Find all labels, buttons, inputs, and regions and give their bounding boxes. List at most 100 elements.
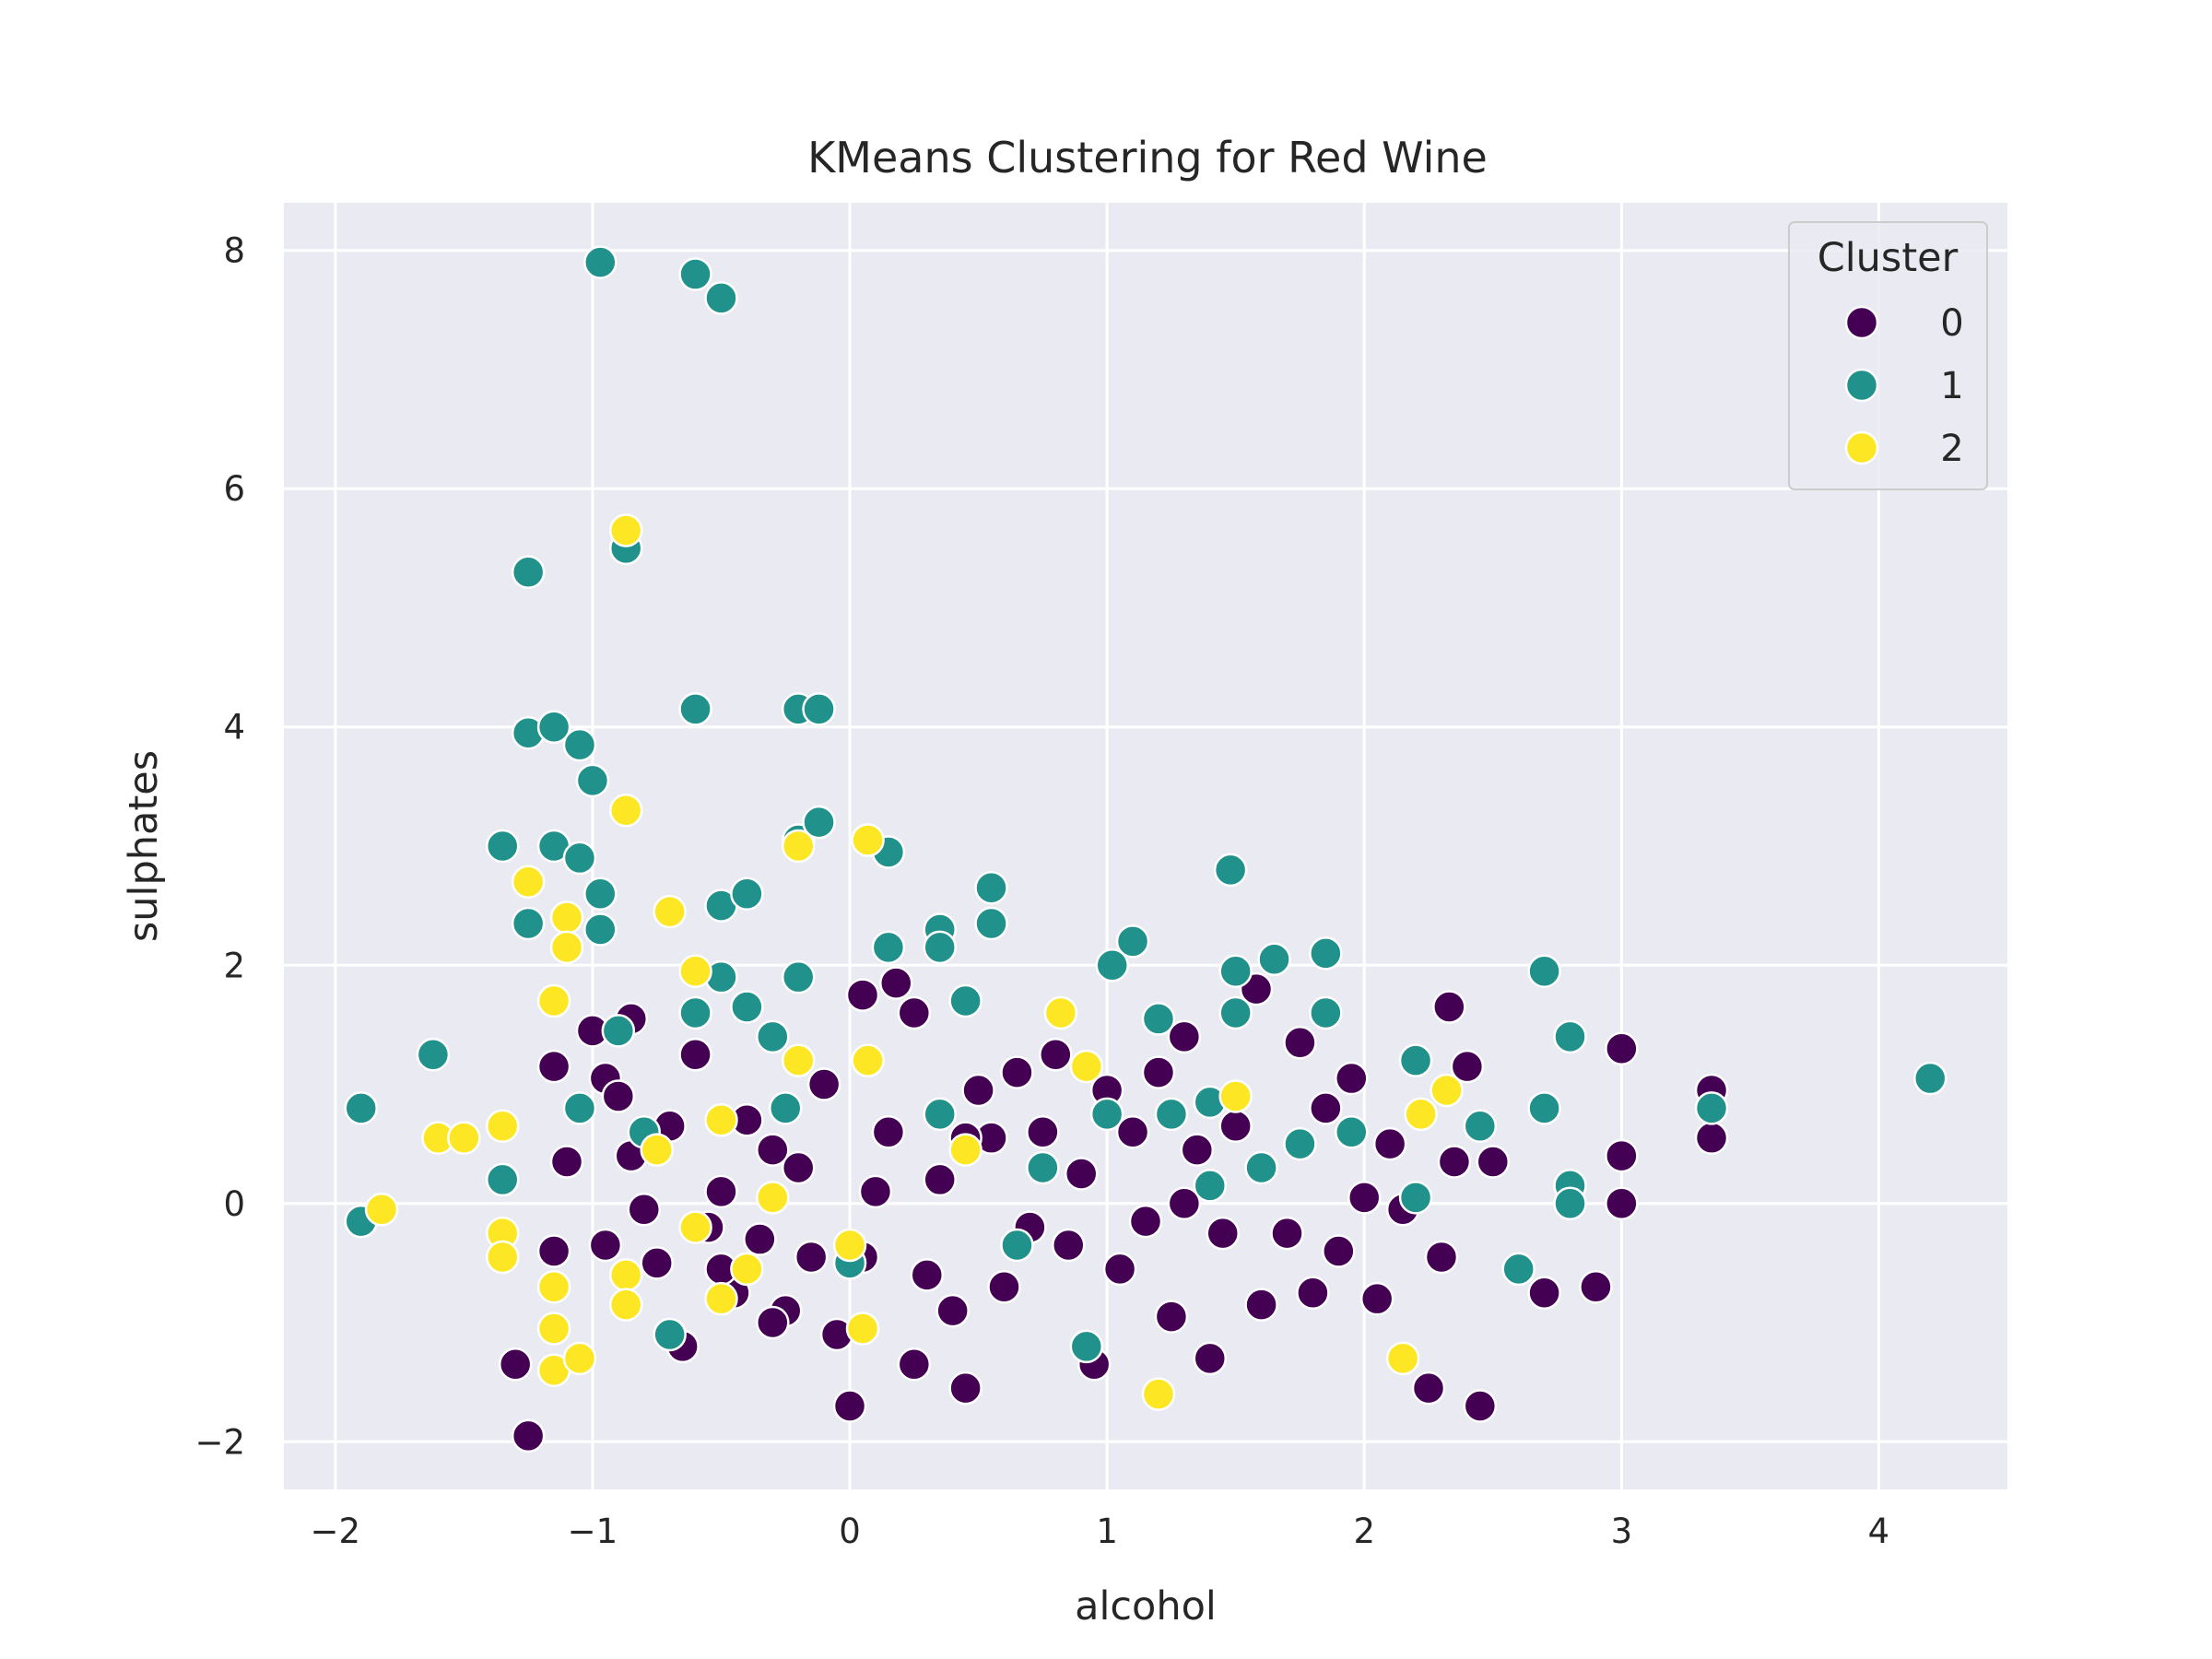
data-point-cluster-1 (1463, 1109, 1498, 1144)
data-point-cluster-2 (781, 1043, 816, 1077)
legend-items: 0 1 2 (1844, 302, 1964, 470)
data-point-cluster-0 (832, 1389, 867, 1423)
data-point-cluster-1 (575, 763, 610, 798)
x-tick-label: 1 (1096, 1512, 1118, 1551)
data-point-cluster-2 (447, 1121, 481, 1155)
data-point-cluster-2 (678, 1210, 712, 1244)
data-point-cluster-1 (1000, 1228, 1034, 1263)
data-point-cluster-1 (511, 555, 546, 589)
data-point-cluster-1 (923, 930, 957, 965)
data-point-cluster-0 (1694, 1121, 1729, 1155)
data-point-cluster-1 (1089, 1097, 1124, 1132)
data-point-cluster-0 (1115, 1114, 1150, 1149)
data-point-cluster-2 (948, 1133, 982, 1167)
data-point-cluster-0 (806, 1067, 841, 1101)
data-point-cluster-1 (1115, 924, 1150, 959)
data-point-cluster-2 (845, 1312, 880, 1346)
data-point-cluster-0 (1180, 1133, 1215, 1167)
data-point-cluster-1 (678, 692, 712, 726)
data-point-cluster-0 (948, 1371, 982, 1406)
data-point-cluster-1 (1527, 1091, 1561, 1125)
data-point-cluster-1 (730, 877, 764, 911)
y-axis-label: sulphates (121, 750, 167, 942)
chart-title: KMeans Clustering for Red Wine (807, 133, 1488, 182)
x-tick-label: 0 (839, 1512, 861, 1551)
x-tick-label: −2 (311, 1512, 361, 1551)
data-point-cluster-2 (1385, 1341, 1420, 1376)
data-point-cluster-1 (344, 1091, 378, 1125)
data-point-cluster-2 (678, 954, 712, 988)
data-point-cluster-2 (549, 930, 584, 965)
y-tick-labels: −2 0 2 4 6 8 (194, 231, 245, 1463)
data-point-cluster-2 (536, 1270, 571, 1304)
data-point-cluster-1 (536, 710, 571, 744)
data-point-cluster-1 (583, 245, 618, 279)
data-point-cluster-0 (897, 1347, 932, 1382)
data-point-cluster-1 (562, 1091, 597, 1125)
data-point-cluster-0 (794, 1240, 829, 1275)
data-point-cluster-0 (511, 1418, 546, 1453)
data-point-cluster-1 (1257, 942, 1291, 977)
y-tick-label: −2 (194, 1422, 245, 1462)
y-tick-label: 2 (223, 946, 245, 985)
data-point-cluster-0 (1432, 990, 1466, 1024)
data-point-cluster-0 (1167, 1019, 1202, 1054)
data-point-cluster-0 (1579, 1270, 1613, 1304)
data-point-cluster-1 (1244, 1150, 1278, 1185)
data-point-cluster-2 (640, 1133, 674, 1167)
data-point-cluster-0 (845, 978, 880, 1012)
data-point-cluster-1 (653, 1317, 687, 1352)
data-point-cluster-1 (1026, 1150, 1060, 1185)
data-point-cluster-0 (871, 1114, 906, 1149)
data-point-cluster-0 (1039, 1037, 1073, 1072)
data-point-cluster-2 (1069, 1049, 1104, 1084)
data-point-cluster-0 (601, 1079, 636, 1113)
x-tick-labels: −2 −1 0 1 2 3 4 (311, 1512, 1890, 1551)
data-point-cluster-2 (364, 1192, 399, 1227)
grid-lines (284, 203, 2007, 1489)
data-point-cluster-2 (653, 894, 687, 929)
data-point-cluster-1 (769, 1091, 803, 1125)
data-point-cluster-0 (588, 1228, 623, 1263)
data-point-cluster-0 (1424, 1240, 1459, 1275)
data-point-cluster-0 (1359, 1281, 1394, 1316)
data-point-cluster-1 (756, 1019, 790, 1054)
data-point-cluster-0 (756, 1305, 790, 1340)
data-point-cluster-1 (1527, 954, 1561, 988)
data-point-cluster-1 (1309, 936, 1343, 971)
legend-label-2: 2 (1940, 428, 1963, 470)
data-point-cluster-2 (1218, 1079, 1253, 1113)
data-point-cluster-2 (704, 1281, 738, 1316)
data-point-cluster-2 (549, 900, 584, 935)
x-tick-label: 4 (1868, 1512, 1890, 1551)
data-point-cluster-2 (851, 823, 885, 857)
x-tick-label: 2 (1353, 1512, 1375, 1551)
data-point-cluster-0 (1026, 1114, 1060, 1149)
legend-marker-0 (1844, 305, 1879, 340)
data-point-cluster-0 (536, 1049, 571, 1084)
data-point-cluster-2 (608, 1288, 643, 1322)
data-point-cluster-2 (1430, 1073, 1464, 1108)
data-point-cluster-0 (1244, 1288, 1278, 1322)
data-point-cluster-0 (858, 1174, 893, 1209)
data-point-cluster-2 (730, 1252, 764, 1287)
data-point-cluster-2 (608, 793, 643, 828)
data-point-cluster-1 (781, 959, 816, 994)
data-point-cluster-0 (756, 1133, 790, 1167)
data-point-cluster-0 (987, 1270, 1021, 1304)
x-axis-label: alcohol (1075, 1583, 1217, 1630)
y-tick-label: 8 (223, 231, 245, 271)
data-point-cluster-0 (1206, 1216, 1240, 1251)
data-point-cluster-2 (756, 1181, 790, 1215)
data-point-cluster-0 (935, 1293, 970, 1328)
data-point-cluster-1 (974, 870, 1008, 905)
data-point-cluster-0 (1605, 1186, 1639, 1221)
data-point-cluster-1 (948, 983, 982, 1018)
data-point-cluster-0 (1335, 1061, 1369, 1096)
data-point-cluster-1 (1501, 1252, 1535, 1287)
data-point-cluster-1 (583, 912, 618, 947)
legend: Cluster 0 1 2 (1788, 221, 1988, 490)
data-point-cluster-0 (1296, 1276, 1330, 1310)
legend-box (1788, 221, 1988, 490)
